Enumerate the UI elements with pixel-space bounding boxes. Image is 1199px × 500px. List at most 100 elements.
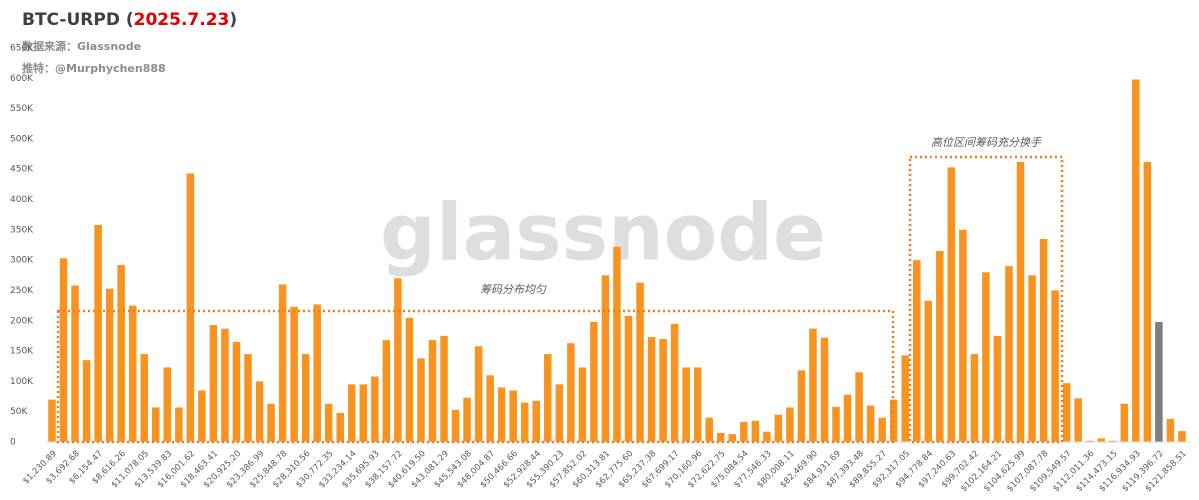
bar [1074,398,1082,442]
y-tick-label: 350K [10,225,34,235]
bar [232,341,241,442]
y-tick-label: 200K [10,316,34,326]
bar [382,340,391,442]
bar [209,325,218,442]
bar [1178,431,1186,442]
bar [959,229,967,442]
bar [324,403,333,442]
bar [947,167,956,443]
bar [613,246,621,442]
bar [221,328,229,442]
bar [924,300,933,442]
bar [94,224,102,442]
bar [336,412,344,442]
bar [140,354,148,442]
y-tick-label: 450K [10,165,34,175]
bar [1062,383,1071,442]
bar [186,173,195,442]
bar [59,258,68,442]
bar [255,381,264,442]
bar [567,343,575,442]
bar [786,407,794,442]
bar [486,375,494,442]
y-tick-label: 0 [10,438,16,448]
bar [1005,266,1013,442]
bar [936,251,944,442]
bar [740,421,748,442]
bar [394,278,402,442]
annotation: 高位区间筹码充分换手 [931,136,1042,149]
bar [889,399,898,442]
bar [1143,161,1152,443]
bar [509,390,517,442]
bar [982,272,990,442]
subtitle: 推特：@Murphychen888 [22,61,166,75]
bar [855,372,863,442]
y-tick-label: 400K [10,195,34,205]
bar [544,354,552,442]
y-tick-label: 250K [10,286,34,296]
bar [267,403,275,442]
annotation-box [908,155,1064,444]
bar [301,354,310,442]
bar [105,288,114,442]
y-tick-label: 300K [10,256,34,266]
bar [693,367,702,442]
bar [659,338,667,442]
bar [993,335,1002,442]
y-tick-label: 550K [10,104,34,114]
bar [901,355,909,442]
annotation: 筹码分布均匀 [480,283,547,296]
bar [175,407,183,442]
bar [313,304,321,442]
title-part: BTC-URPD ( [22,10,134,30]
bar [428,340,437,442]
bar [1155,321,1163,442]
bar [82,360,91,442]
bar [797,370,806,442]
bar [1051,290,1059,442]
bar [474,346,483,442]
bar [117,265,125,442]
chart-title: BTC-URPD (2025.7.23) [22,10,237,30]
subtitle: 数据来源：Glassnode [22,39,141,53]
annotation-box [56,309,895,444]
y-tick-label: 150K [10,347,34,357]
bar [555,384,564,442]
bar [601,275,610,442]
bar [670,323,679,442]
bar [417,358,425,442]
bar [71,285,79,442]
bar [359,384,368,442]
title-part: 2025.7.23 [134,10,230,30]
bar [774,414,783,442]
bar [590,321,598,442]
bar [705,417,713,442]
bar [152,407,160,442]
bar [440,335,448,442]
y-tick-label: 500K [10,134,34,144]
bar [128,305,137,442]
bar [878,417,886,442]
y-tick-label: 100K [10,377,34,387]
bar [371,376,379,442]
bar [198,390,206,442]
y-tick-label: 600K [10,74,34,84]
bar [278,284,287,442]
bar [624,315,633,442]
bar [763,431,771,442]
bar [716,432,725,442]
y-tick-label: 50K [10,407,28,417]
bar [751,420,760,442]
bar [578,367,587,442]
bar [520,402,529,442]
bar [1016,161,1025,443]
bar [1132,79,1140,443]
watermark: glassnode [380,188,826,278]
bar [1097,438,1105,442]
bar [497,387,506,442]
bar [647,337,656,442]
bar [348,384,356,442]
bar [832,406,840,442]
